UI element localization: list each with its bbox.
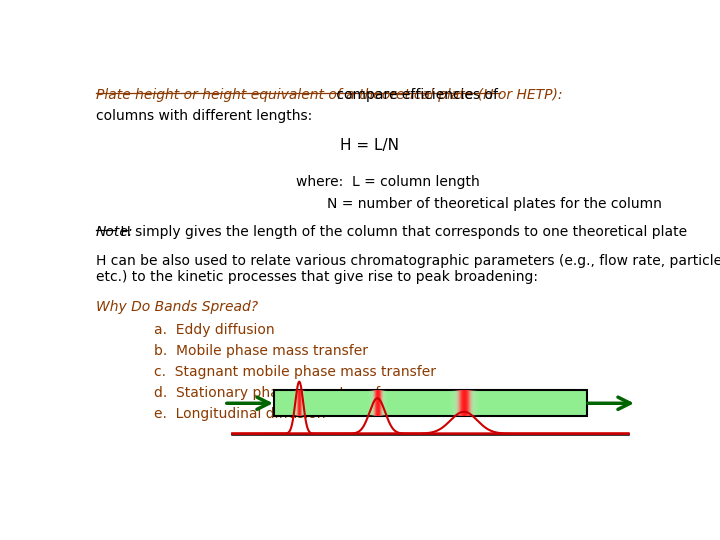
Text: H can be also used to relate various chromatographic parameters (e.g., flow rate: H can be also used to relate various chr…: [96, 254, 720, 284]
Text: b.  Mobile phase mass transfer: b. Mobile phase mass transfer: [154, 344, 368, 358]
Text: H simply gives the length of the column that corresponds to one theoretical plat: H simply gives the length of the column …: [116, 225, 687, 239]
Bar: [274, 390, 587, 416]
Text: compare efficiencies of: compare efficiencies of: [333, 87, 498, 102]
Text: a.  Eddy diffusion: a. Eddy diffusion: [154, 323, 275, 338]
Text: Plate height or height equivalent of a theoretical plate (H or HETP):: Plate height or height equivalent of a t…: [96, 87, 562, 102]
Text: d.  Stationary phase mass transfer: d. Stationary phase mass transfer: [154, 386, 395, 400]
Text: Note:: Note:: [96, 225, 133, 239]
Text: c.  Stagnant mobile phase mass transfer: c. Stagnant mobile phase mass transfer: [154, 365, 436, 379]
Text: where:  L = column length: where: L = column length: [297, 175, 480, 189]
Text: H = L/N: H = L/N: [340, 138, 398, 153]
Text: Why Do Bands Spread?: Why Do Bands Spread?: [96, 300, 258, 314]
Text: columns with different lengths:: columns with different lengths:: [96, 109, 312, 123]
Text: N = number of theoretical plates for the column: N = number of theoretical plates for the…: [327, 197, 662, 211]
Text: e.  Longitudinal diffusion: e. Longitudinal diffusion: [154, 407, 325, 421]
